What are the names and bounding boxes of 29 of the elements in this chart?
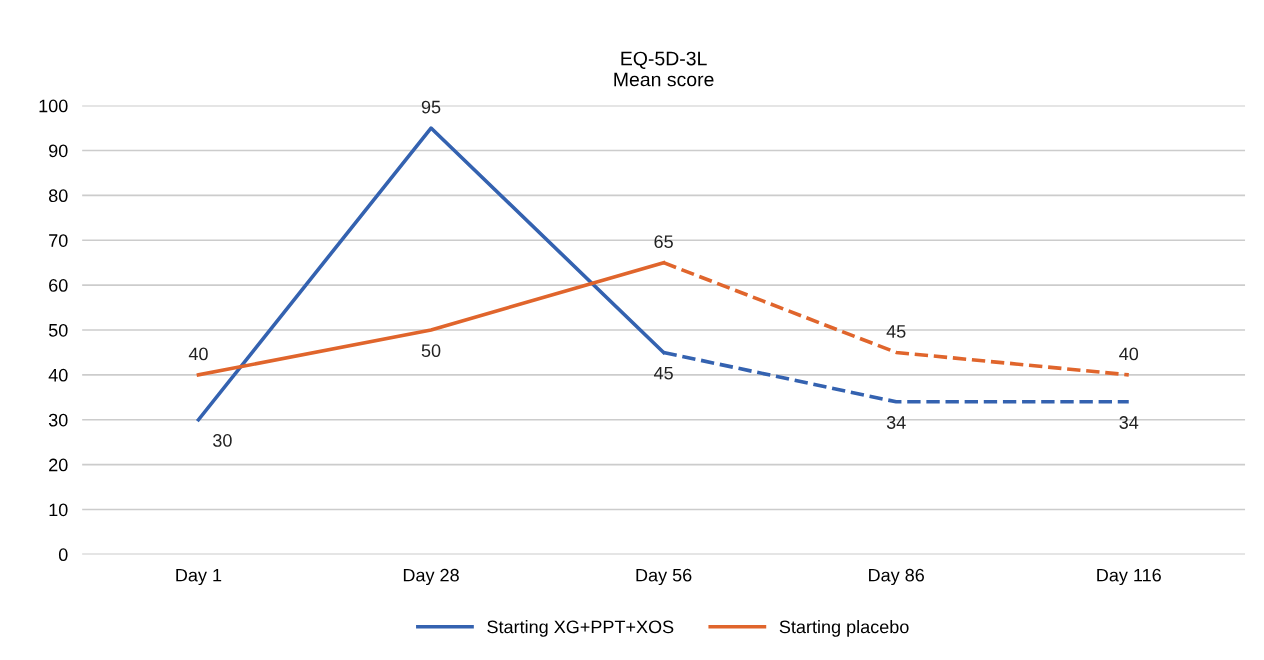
legend-label: Starting XG+PPT+XOS	[487, 620, 674, 637]
y-tick-label: 70	[49, 234, 68, 247]
data-label: 40	[188, 347, 208, 361]
data-label: 95	[421, 100, 441, 114]
x-tick-label: Day 28	[403, 568, 459, 586]
y-tick-label: 10	[49, 503, 68, 517]
y-tick-label: 20	[49, 458, 68, 472]
x-tick-label: Day 116	[1097, 568, 1161, 586]
data-label: 34	[886, 416, 906, 429]
data-label: 40	[1119, 347, 1139, 361]
y-tick-label: 50	[48, 323, 68, 337]
y-tick-label: 90	[49, 144, 68, 158]
x-tick-label: Day 86	[869, 568, 924, 586]
data-label: 65	[654, 235, 673, 249]
y-tick-label: 30	[48, 413, 68, 427]
chart-title: EQ-5D-3L Mean score	[614, 51, 714, 87]
data-label: 30	[213, 434, 232, 447]
y-tick-label: 100	[39, 99, 68, 113]
y-tick-label: 0	[58, 548, 68, 562]
legend-label: Starting placebo	[779, 620, 909, 637]
data-label: 34	[1119, 416, 1139, 429]
y-tick-label: 80	[48, 189, 68, 203]
y-tick-label: 40	[48, 368, 68, 382]
y-tick-label: 60	[49, 279, 68, 292]
x-tick-label: Day 56	[636, 568, 692, 586]
data-label: 50	[421, 344, 441, 358]
x-tick-label: Day 1	[176, 568, 222, 586]
data-label: 45	[886, 325, 906, 338]
data-label: 45	[653, 366, 673, 380]
